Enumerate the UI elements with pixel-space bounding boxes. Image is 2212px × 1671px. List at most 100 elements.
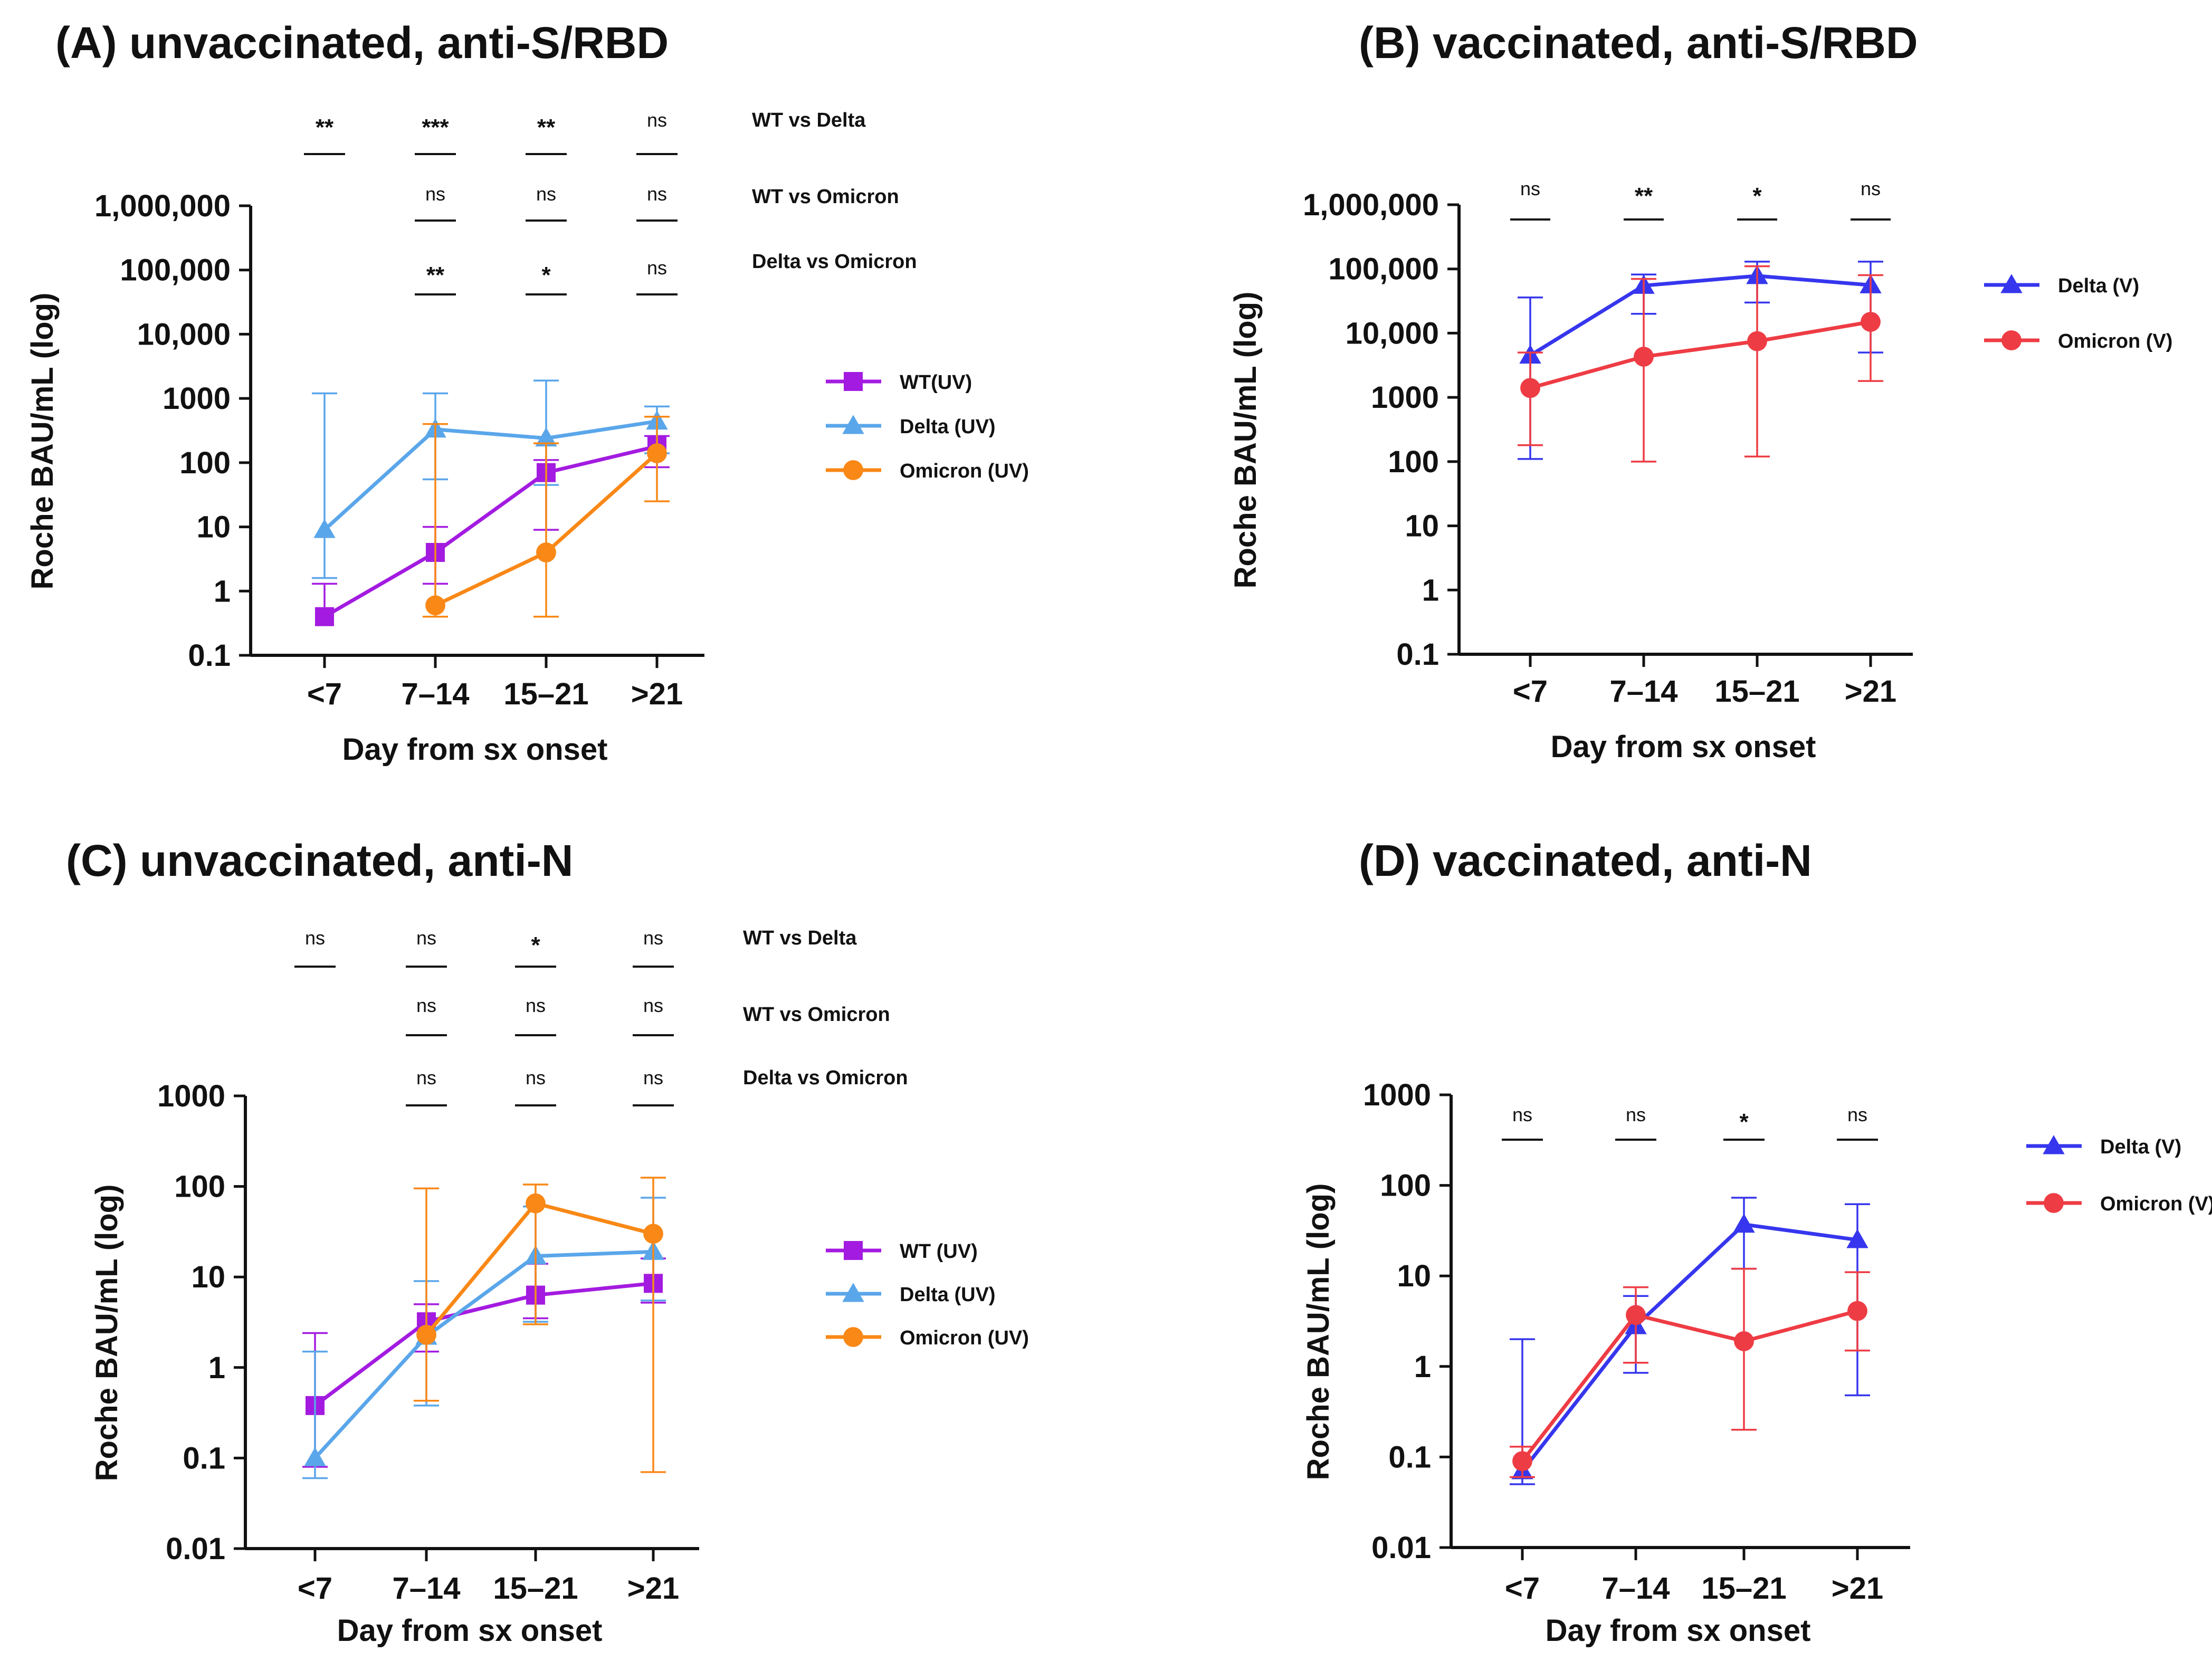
data-point — [1847, 1301, 1867, 1321]
y-tick-label: 1000 — [163, 381, 231, 416]
series-line — [535, 1249, 654, 1258]
y-tick-label: 1 — [214, 574, 231, 608]
significance-mark: ns — [305, 927, 325, 949]
series-line — [1635, 1313, 1744, 1343]
data-point — [1520, 378, 1540, 398]
panel-title: (D) vaccinated, anti-N — [1359, 836, 1812, 885]
legend-marker — [843, 1327, 863, 1347]
significance-mark: ns — [643, 1067, 663, 1088]
series-line — [546, 419, 657, 441]
significance-mark: *** — [422, 114, 449, 140]
x-tick-label: 7–14 — [401, 677, 469, 711]
comparison-label: WT vs Omicron — [743, 1004, 890, 1026]
chart-panel-c: (C) unvaccinated, anti-N 0.01 0.1 1 10 100 100… — [66, 836, 1029, 1648]
series-line — [435, 427, 547, 441]
y-tick-label: 1000 — [1363, 1078, 1431, 1112]
series-line — [434, 550, 547, 607]
series-line — [1521, 1324, 1637, 1473]
data-point — [1747, 331, 1767, 351]
x-tick-label: 7–14 — [1609, 674, 1677, 709]
y-tick-label: 100 — [1388, 445, 1439, 479]
series-line — [426, 1293, 536, 1324]
y-tick-label: 10 — [1405, 509, 1439, 543]
significance-mark: ns — [643, 927, 663, 949]
series-delta-uv — [312, 379, 670, 579]
x-tick-label: >21 — [631, 677, 683, 711]
x-tick-label: 15–21 — [493, 1571, 578, 1606]
series-line — [1757, 320, 1871, 343]
y-tick-label: 0.01 — [1371, 1531, 1431, 1565]
legend-marker — [842, 1283, 864, 1302]
data-point — [1734, 1331, 1754, 1351]
x-tick-label: >21 — [1832, 1571, 1883, 1606]
y-tick-label: 1,000,000 — [1303, 188, 1439, 222]
series-line — [425, 1202, 537, 1336]
series-line — [1521, 1314, 1637, 1463]
chart-panel-d: (D) vaccinated, anti-N 0.01 0.1 1 10 100 1000 <… — [1301, 836, 2212, 1648]
data-point — [1512, 1451, 1532, 1472]
data-point — [535, 427, 557, 447]
series-line — [323, 550, 436, 618]
panel-title: (B) vaccinated, anti-S/RBD — [1359, 18, 1918, 68]
significance-mark: ns — [416, 995, 436, 1016]
significance-mark: ns — [647, 183, 667, 205]
legend-label: Delta (UV) — [900, 1284, 996, 1306]
series-line — [1743, 1223, 1858, 1242]
significance-mark: ns — [647, 257, 667, 279]
y-tick-label: 100 — [1380, 1169, 1431, 1203]
series-line — [1634, 1223, 1746, 1328]
significance-mark: ns — [1847, 1104, 1867, 1125]
legend-label: Omicron (V) — [2058, 330, 2172, 352]
legend-label: WT (UV) — [900, 1240, 978, 1263]
significance-mark: ns — [536, 183, 556, 205]
x-tick-label: <7 — [1505, 1571, 1540, 1606]
x-tick-label: 7–14 — [1601, 1571, 1670, 1606]
x-tick-label: 7–14 — [392, 1571, 460, 1606]
data-point — [647, 443, 667, 463]
x-tick-label: >21 — [1845, 674, 1896, 709]
significance-mark: * — [1739, 1109, 1749, 1135]
chart-panel-b: (B) vaccinated, anti-S/RBD 0.1 1 10 100 1000 1… — [1228, 18, 2172, 764]
x-axis-title: Day from sx onset — [1546, 1613, 1811, 1648]
series-line — [535, 1281, 654, 1297]
significance-mark: ns — [1520, 178, 1540, 199]
data-point — [425, 595, 445, 616]
comparison-label: Delta vs Omicron — [743, 1067, 908, 1089]
significance-mark: ns — [526, 995, 546, 1016]
y-axis-title: Roche BAU/mL (log) — [1228, 292, 1263, 589]
legend-label: WT(UV) — [900, 371, 972, 394]
x-tick-label: <7 — [298, 1571, 332, 1606]
x-axis-title: Day from sx onset — [1551, 730, 1816, 764]
y-tick-label: 0.01 — [166, 1532, 225, 1566]
legend-marker — [2001, 330, 2022, 350]
series-line — [546, 444, 657, 475]
comparison-label: WT vs Delta — [752, 109, 866, 131]
x-tick-label: 15–21 — [503, 677, 588, 711]
series-line — [1743, 1309, 1858, 1343]
legend-marker — [2044, 1193, 2064, 1213]
data-point — [313, 519, 336, 538]
y-tick-label: 10 — [196, 510, 231, 545]
series-line — [323, 428, 437, 531]
legend-marker — [2000, 274, 2023, 293]
significance-mark: * — [531, 932, 540, 958]
comparison-label: WT vs Delta — [743, 927, 857, 949]
series-delta-v — [1510, 1197, 1870, 1485]
y-tick-label: 100 — [174, 1170, 225, 1204]
significance-mark: ns — [425, 183, 445, 205]
series-omicron-uv — [414, 1177, 666, 1473]
y-tick-label: 10,000 — [1346, 316, 1439, 350]
panel-title: (C) unvaccinated, anti-N — [66, 836, 573, 885]
significance-mark: ns — [1626, 1104, 1646, 1125]
data-point — [536, 542, 556, 562]
series-line — [313, 1320, 428, 1407]
x-axis-title: Day from sx onset — [337, 1613, 603, 1648]
legend-label: Delta (UV) — [900, 416, 996, 438]
series-line — [545, 452, 659, 554]
data-point — [526, 1193, 546, 1214]
data-point — [643, 1224, 663, 1244]
data-point — [315, 607, 334, 626]
y-axis-title: Roche BAU/mL (log) — [25, 293, 60, 590]
legend-label: Omicron (UV) — [900, 460, 1029, 482]
legend-label: Omicron (V) — [2100, 1193, 2212, 1215]
